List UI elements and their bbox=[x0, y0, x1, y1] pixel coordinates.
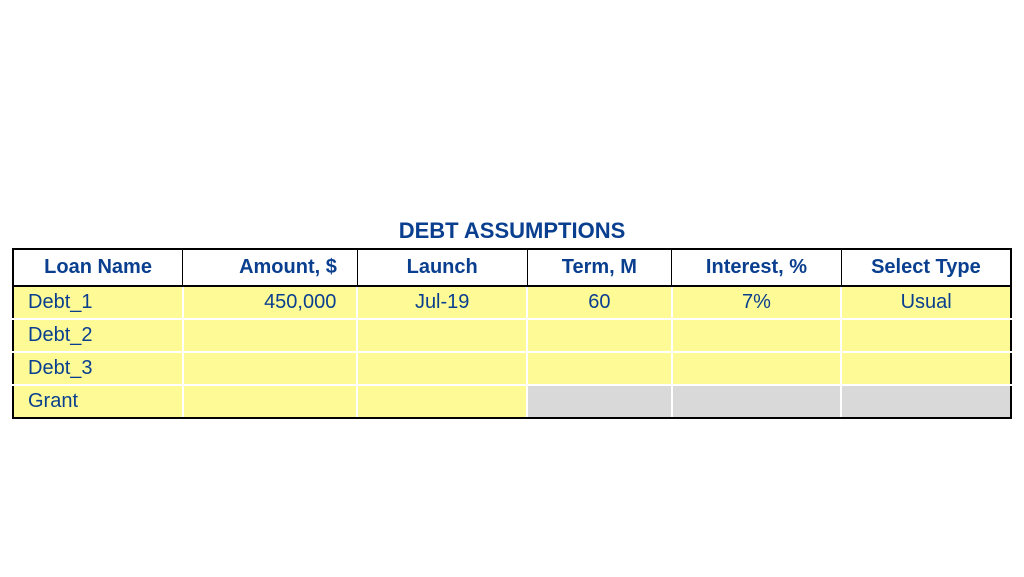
cell-term[interactable] bbox=[527, 319, 672, 352]
col-header-amount: Amount, $ bbox=[183, 249, 358, 286]
col-header-interest: Interest, % bbox=[672, 249, 842, 286]
table-row: Debt_2 bbox=[13, 319, 1011, 352]
cell-name[interactable]: Debt_1 bbox=[13, 286, 183, 319]
cell-term[interactable] bbox=[527, 352, 672, 385]
cell-launch[interactable] bbox=[357, 385, 527, 418]
cell-interest[interactable] bbox=[672, 352, 842, 385]
cell-type[interactable]: Usual bbox=[841, 286, 1011, 319]
cell-interest[interactable]: 7% bbox=[672, 286, 842, 319]
table-row: Debt_1450,000Jul-19607%Usual bbox=[13, 286, 1011, 319]
cell-name[interactable]: Grant bbox=[13, 385, 183, 418]
col-header-select-type: Select Type bbox=[841, 249, 1011, 286]
cell-amount[interactable] bbox=[183, 385, 358, 418]
table-title: DEBT ASSUMPTIONS bbox=[12, 218, 1012, 244]
table-row: Grant bbox=[13, 385, 1011, 418]
cell-term[interactable]: 60 bbox=[527, 286, 672, 319]
table-row: Debt_3 bbox=[13, 352, 1011, 385]
cell-launch[interactable]: Jul-19 bbox=[357, 286, 527, 319]
col-header-loan-name: Loan Name bbox=[13, 249, 183, 286]
cell-launch[interactable] bbox=[357, 352, 527, 385]
col-header-launch: Launch bbox=[357, 249, 527, 286]
cell-name[interactable]: Debt_3 bbox=[13, 352, 183, 385]
cell-type[interactable] bbox=[841, 352, 1011, 385]
cell-amount[interactable] bbox=[183, 319, 358, 352]
cell-interest[interactable] bbox=[672, 385, 842, 418]
cell-type[interactable] bbox=[841, 385, 1011, 418]
cell-launch[interactable] bbox=[357, 319, 527, 352]
table-body: Debt_1450,000Jul-19607%UsualDebt_2Debt_3… bbox=[13, 286, 1011, 418]
debt-assumptions-table: Loan Name Amount, $ Launch Term, M Inter… bbox=[12, 248, 1012, 419]
cell-amount[interactable] bbox=[183, 352, 358, 385]
table-header-row: Loan Name Amount, $ Launch Term, M Inter… bbox=[13, 249, 1011, 286]
cell-amount[interactable]: 450,000 bbox=[183, 286, 358, 319]
cell-name[interactable]: Debt_2 bbox=[13, 319, 183, 352]
debt-assumptions-panel: DEBT ASSUMPTIONS Loan Name Amount, $ Lau… bbox=[12, 218, 1012, 419]
cell-interest[interactable] bbox=[672, 319, 842, 352]
cell-type[interactable] bbox=[841, 319, 1011, 352]
cell-term[interactable] bbox=[527, 385, 672, 418]
col-header-term: Term, M bbox=[527, 249, 672, 286]
